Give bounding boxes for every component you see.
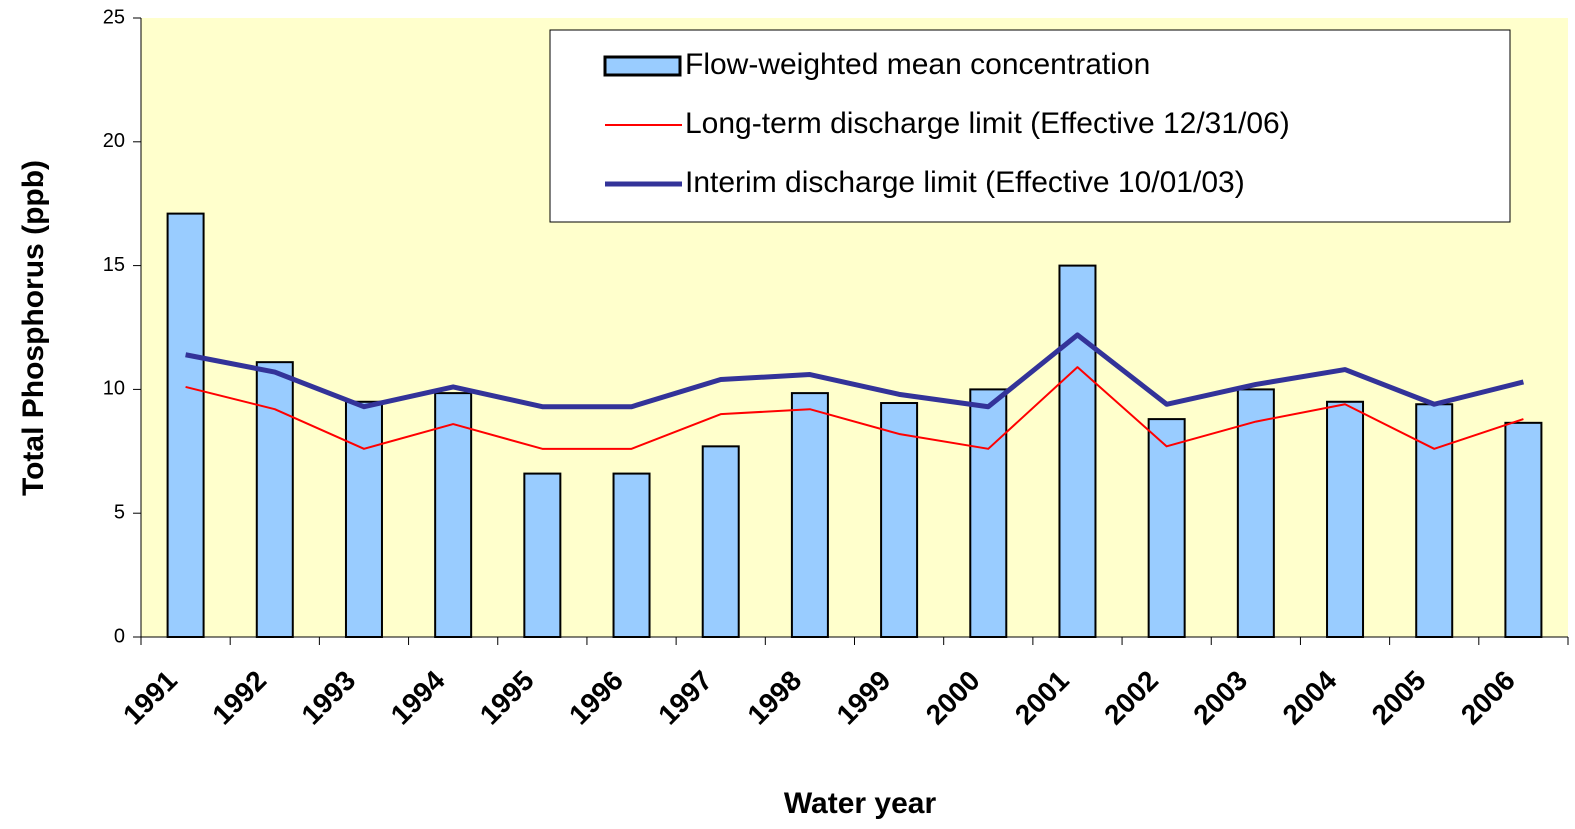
y-tick-label: 15 — [103, 254, 125, 276]
x-tick-label: 1998 — [741, 665, 807, 731]
legend-label: Long-term discharge limit (Effective 12/… — [685, 107, 1290, 140]
legend-swatch — [603, 55, 682, 77]
bar — [1236, 388, 1275, 638]
y-tick-label: 20 — [103, 130, 125, 152]
x-tick-label: 1994 — [385, 664, 451, 730]
bar — [612, 472, 651, 639]
bar — [434, 392, 473, 639]
bar — [523, 472, 562, 639]
x-tick-label: 1991 — [117, 665, 183, 731]
y-tick-label: 5 — [114, 501, 125, 523]
x-axis-title: Water year — [784, 787, 937, 820]
x-tick-label: 2002 — [1098, 665, 1164, 731]
bar — [1147, 418, 1186, 638]
x-tick-label: 2006 — [1455, 665, 1521, 731]
line-series — [185, 332, 1525, 410]
x-tick-label: 1992 — [206, 665, 272, 731]
y-axis-title: Total Phosphorus (ppb) — [17, 160, 50, 496]
bar — [701, 445, 740, 638]
legend-label: Interim discharge limit (Effective 10/01… — [685, 166, 1245, 199]
bar — [880, 402, 919, 638]
x-tick-label: 2000 — [920, 665, 986, 731]
bar — [1058, 264, 1097, 638]
x-tick-label: 1997 — [652, 665, 718, 731]
bar — [255, 361, 294, 638]
x-tick-label: 1996 — [563, 665, 629, 731]
x-tick-label: 1995 — [474, 665, 540, 731]
bar — [1504, 421, 1543, 638]
x-tick-label: 1993 — [295, 665, 361, 731]
bar — [344, 400, 383, 638]
legend-box — [549, 29, 1511, 223]
bar — [969, 388, 1008, 638]
x-tick-label: 1999 — [831, 665, 897, 731]
bar — [790, 392, 829, 639]
bar — [1415, 403, 1454, 639]
x-tick-label: 2001 — [1009, 665, 1075, 731]
bar — [1326, 400, 1365, 638]
legend-label: Flow-weighted mean concentration — [685, 48, 1150, 81]
line-series — [185, 366, 1524, 450]
x-tick-label: 2003 — [1187, 665, 1253, 731]
bar — [166, 212, 205, 638]
x-tick-label: 2005 — [1366, 665, 1432, 731]
x-tick-label: 2004 — [1277, 664, 1343, 730]
y-tick-label: 0 — [114, 625, 125, 647]
y-tick-label: 10 — [103, 378, 125, 400]
y-tick-label: 25 — [103, 6, 125, 28]
